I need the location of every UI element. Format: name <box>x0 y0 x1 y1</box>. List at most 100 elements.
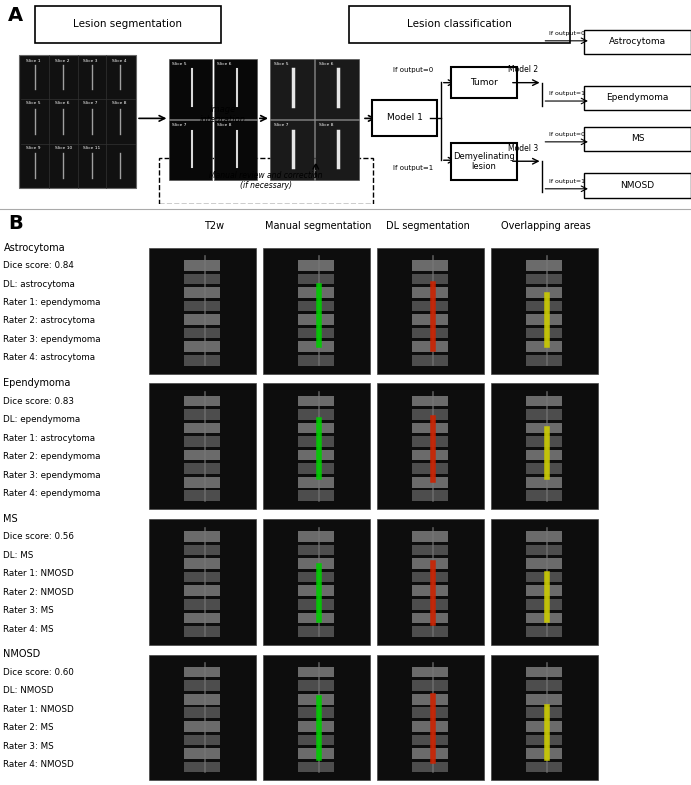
FancyBboxPatch shape <box>299 328 334 338</box>
FancyBboxPatch shape <box>184 463 220 474</box>
FancyBboxPatch shape <box>413 301 448 312</box>
Text: Slice 5: Slice 5 <box>26 101 41 105</box>
Text: Astrocytoma: Astrocytoma <box>609 38 666 46</box>
Text: Rater 3: MS: Rater 3: MS <box>3 606 54 615</box>
Text: Model 2: Model 2 <box>508 65 538 75</box>
FancyBboxPatch shape <box>491 248 598 374</box>
FancyBboxPatch shape <box>299 612 334 623</box>
Text: DL segmentation: DL segmentation <box>386 221 471 231</box>
Text: Slice 5: Slice 5 <box>274 62 288 66</box>
FancyBboxPatch shape <box>184 287 220 298</box>
FancyBboxPatch shape <box>413 422 448 433</box>
FancyBboxPatch shape <box>270 59 314 119</box>
Text: T2w: T2w <box>204 221 225 231</box>
FancyBboxPatch shape <box>184 301 220 312</box>
Text: DL: astrocytoma: DL: astrocytoma <box>3 279 75 289</box>
FancyBboxPatch shape <box>527 273 562 284</box>
FancyBboxPatch shape <box>263 248 370 374</box>
FancyBboxPatch shape <box>527 477 562 487</box>
FancyBboxPatch shape <box>184 328 220 338</box>
FancyBboxPatch shape <box>299 491 334 501</box>
FancyBboxPatch shape <box>527 694 562 704</box>
FancyBboxPatch shape <box>527 301 562 312</box>
FancyBboxPatch shape <box>413 558 448 569</box>
FancyBboxPatch shape <box>413 341 448 352</box>
Text: Slice 4: Slice 4 <box>112 59 126 63</box>
FancyBboxPatch shape <box>413 681 448 691</box>
FancyBboxPatch shape <box>299 599 334 610</box>
FancyBboxPatch shape <box>527 355 562 366</box>
FancyBboxPatch shape <box>299 260 334 271</box>
FancyBboxPatch shape <box>527 328 562 338</box>
Text: If output=1: If output=1 <box>549 179 585 184</box>
FancyBboxPatch shape <box>413 599 448 610</box>
Text: Slice 11: Slice 11 <box>83 145 100 150</box>
FancyBboxPatch shape <box>184 545 220 555</box>
Text: Ependymoma: Ependymoma <box>606 93 669 103</box>
FancyBboxPatch shape <box>299 694 334 704</box>
Text: Slice 9: Slice 9 <box>26 145 41 150</box>
FancyBboxPatch shape <box>299 396 334 406</box>
FancyBboxPatch shape <box>377 248 484 374</box>
FancyBboxPatch shape <box>413 463 448 474</box>
FancyBboxPatch shape <box>413 328 448 338</box>
FancyBboxPatch shape <box>413 409 448 420</box>
FancyBboxPatch shape <box>299 558 334 569</box>
FancyBboxPatch shape <box>299 341 334 352</box>
Text: NMOSD: NMOSD <box>3 649 41 659</box>
FancyBboxPatch shape <box>169 59 212 119</box>
FancyBboxPatch shape <box>299 273 334 284</box>
FancyBboxPatch shape <box>299 626 334 637</box>
FancyBboxPatch shape <box>315 120 359 180</box>
Text: If output=1: If output=1 <box>549 91 585 96</box>
Text: Image
integration: Image integration <box>200 104 245 124</box>
Text: Demyelinating
lesion: Demyelinating lesion <box>453 152 515 171</box>
FancyBboxPatch shape <box>169 120 212 180</box>
FancyBboxPatch shape <box>413 273 448 284</box>
FancyBboxPatch shape <box>299 666 334 677</box>
FancyBboxPatch shape <box>527 681 562 691</box>
FancyBboxPatch shape <box>377 655 484 780</box>
FancyBboxPatch shape <box>413 396 448 406</box>
Text: Slice 7: Slice 7 <box>274 123 288 127</box>
FancyBboxPatch shape <box>214 59 257 119</box>
FancyBboxPatch shape <box>527 409 562 420</box>
Text: Rater 4: NMOSD: Rater 4: NMOSD <box>3 760 74 769</box>
FancyBboxPatch shape <box>263 383 370 509</box>
FancyBboxPatch shape <box>349 6 570 43</box>
FancyBboxPatch shape <box>214 120 257 180</box>
FancyBboxPatch shape <box>413 571 448 582</box>
FancyBboxPatch shape <box>184 571 220 582</box>
FancyBboxPatch shape <box>491 383 598 509</box>
FancyBboxPatch shape <box>491 655 598 780</box>
FancyBboxPatch shape <box>527 545 562 555</box>
FancyBboxPatch shape <box>184 694 220 704</box>
FancyBboxPatch shape <box>527 287 562 298</box>
FancyBboxPatch shape <box>299 681 334 691</box>
FancyBboxPatch shape <box>299 314 334 325</box>
FancyBboxPatch shape <box>527 260 562 271</box>
Text: Slice 8: Slice 8 <box>217 123 231 127</box>
FancyBboxPatch shape <box>263 655 370 780</box>
FancyBboxPatch shape <box>413 626 448 637</box>
Text: Rater 1: astrocytoma: Rater 1: astrocytoma <box>3 433 95 443</box>
FancyBboxPatch shape <box>299 735 334 745</box>
Text: Rater 3: ependymoma: Rater 3: ependymoma <box>3 335 101 344</box>
FancyBboxPatch shape <box>184 761 220 772</box>
FancyBboxPatch shape <box>299 707 334 718</box>
Text: Slice 6: Slice 6 <box>319 62 333 66</box>
FancyBboxPatch shape <box>527 463 562 474</box>
FancyBboxPatch shape <box>527 571 562 582</box>
FancyBboxPatch shape <box>527 422 562 433</box>
FancyBboxPatch shape <box>527 612 562 623</box>
FancyBboxPatch shape <box>149 519 256 644</box>
Text: If output=0: If output=0 <box>393 68 433 74</box>
FancyBboxPatch shape <box>584 126 691 151</box>
Text: Slice 5: Slice 5 <box>172 62 187 66</box>
FancyBboxPatch shape <box>184 273 220 284</box>
FancyBboxPatch shape <box>413 721 448 732</box>
FancyBboxPatch shape <box>299 287 334 298</box>
FancyBboxPatch shape <box>527 666 562 677</box>
FancyBboxPatch shape <box>527 586 562 596</box>
FancyBboxPatch shape <box>377 383 484 509</box>
